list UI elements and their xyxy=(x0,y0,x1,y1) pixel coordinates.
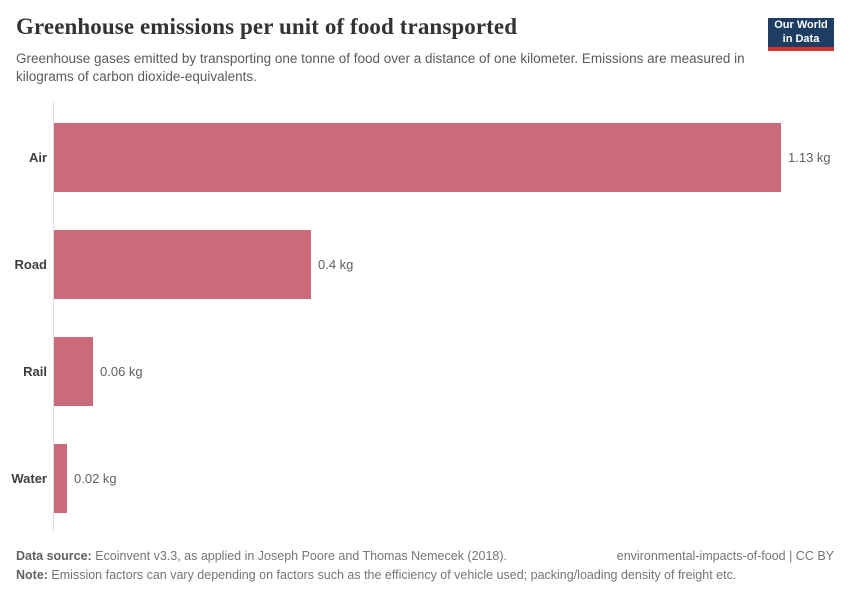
data-source-line: Data source: Ecoinvent v3.3, as applied … xyxy=(16,547,507,566)
category-label: Rail xyxy=(23,364,47,379)
category-label: Road xyxy=(14,257,48,272)
category-label: Water xyxy=(11,471,47,486)
bar-row: Rail 0.06 kg xyxy=(0,318,850,425)
bar-track: 1.13 kg xyxy=(54,123,850,192)
chart-subtitle: Greenhouse gases emitted by transporting… xyxy=(16,51,745,84)
bar[interactable] xyxy=(54,444,67,513)
bar[interactable] xyxy=(54,230,311,299)
chart-rows: Air 1.13 kg Road 0.4 kg Rail 0.06 kg Wat… xyxy=(0,104,850,532)
note-text: Emission factors can vary depending on f… xyxy=(47,568,737,583)
chart-header: Greenhouse emissions per unit of food tr… xyxy=(16,14,834,85)
owid-logo-line1: Our World xyxy=(774,19,828,32)
note-line: Note: Emission factors can vary dependin… xyxy=(16,566,834,585)
bar-row: Air 1.13 kg xyxy=(0,104,850,211)
bar-track: 0.02 kg xyxy=(54,444,850,513)
owid-logo-line2: in Data xyxy=(782,32,820,45)
attribution-link[interactable]: environmental-impacts-of-food | CC BY xyxy=(616,549,834,563)
owid-logo[interactable]: Our World in Data xyxy=(768,18,834,51)
value-label: 0.06 kg xyxy=(100,364,143,379)
bar[interactable] xyxy=(54,123,781,192)
data-source-text: Ecoinvent v3.3, as applied in Joseph Poo… xyxy=(91,549,508,563)
bar-row: Water 0.02 kg xyxy=(0,425,850,532)
bar-row: Road 0.4 kg xyxy=(0,211,850,318)
data-source-label: Data source: xyxy=(16,549,92,563)
value-label: 1.13 kg xyxy=(788,150,831,165)
chart-footer: Data source: Ecoinvent v3.3, as applied … xyxy=(16,547,834,586)
value-label: 0.02 kg xyxy=(74,471,117,486)
note-label: Note: xyxy=(16,568,48,583)
page-title: Greenhouse emissions per unit of food tr… xyxy=(16,14,518,39)
y-axis-line xyxy=(53,102,54,531)
bar-track: 0.4 kg xyxy=(54,230,850,299)
value-label: 0.4 kg xyxy=(318,257,354,272)
bar-track: 0.06 kg xyxy=(54,337,850,406)
category-label: Air xyxy=(28,150,47,165)
bar[interactable] xyxy=(54,337,93,406)
